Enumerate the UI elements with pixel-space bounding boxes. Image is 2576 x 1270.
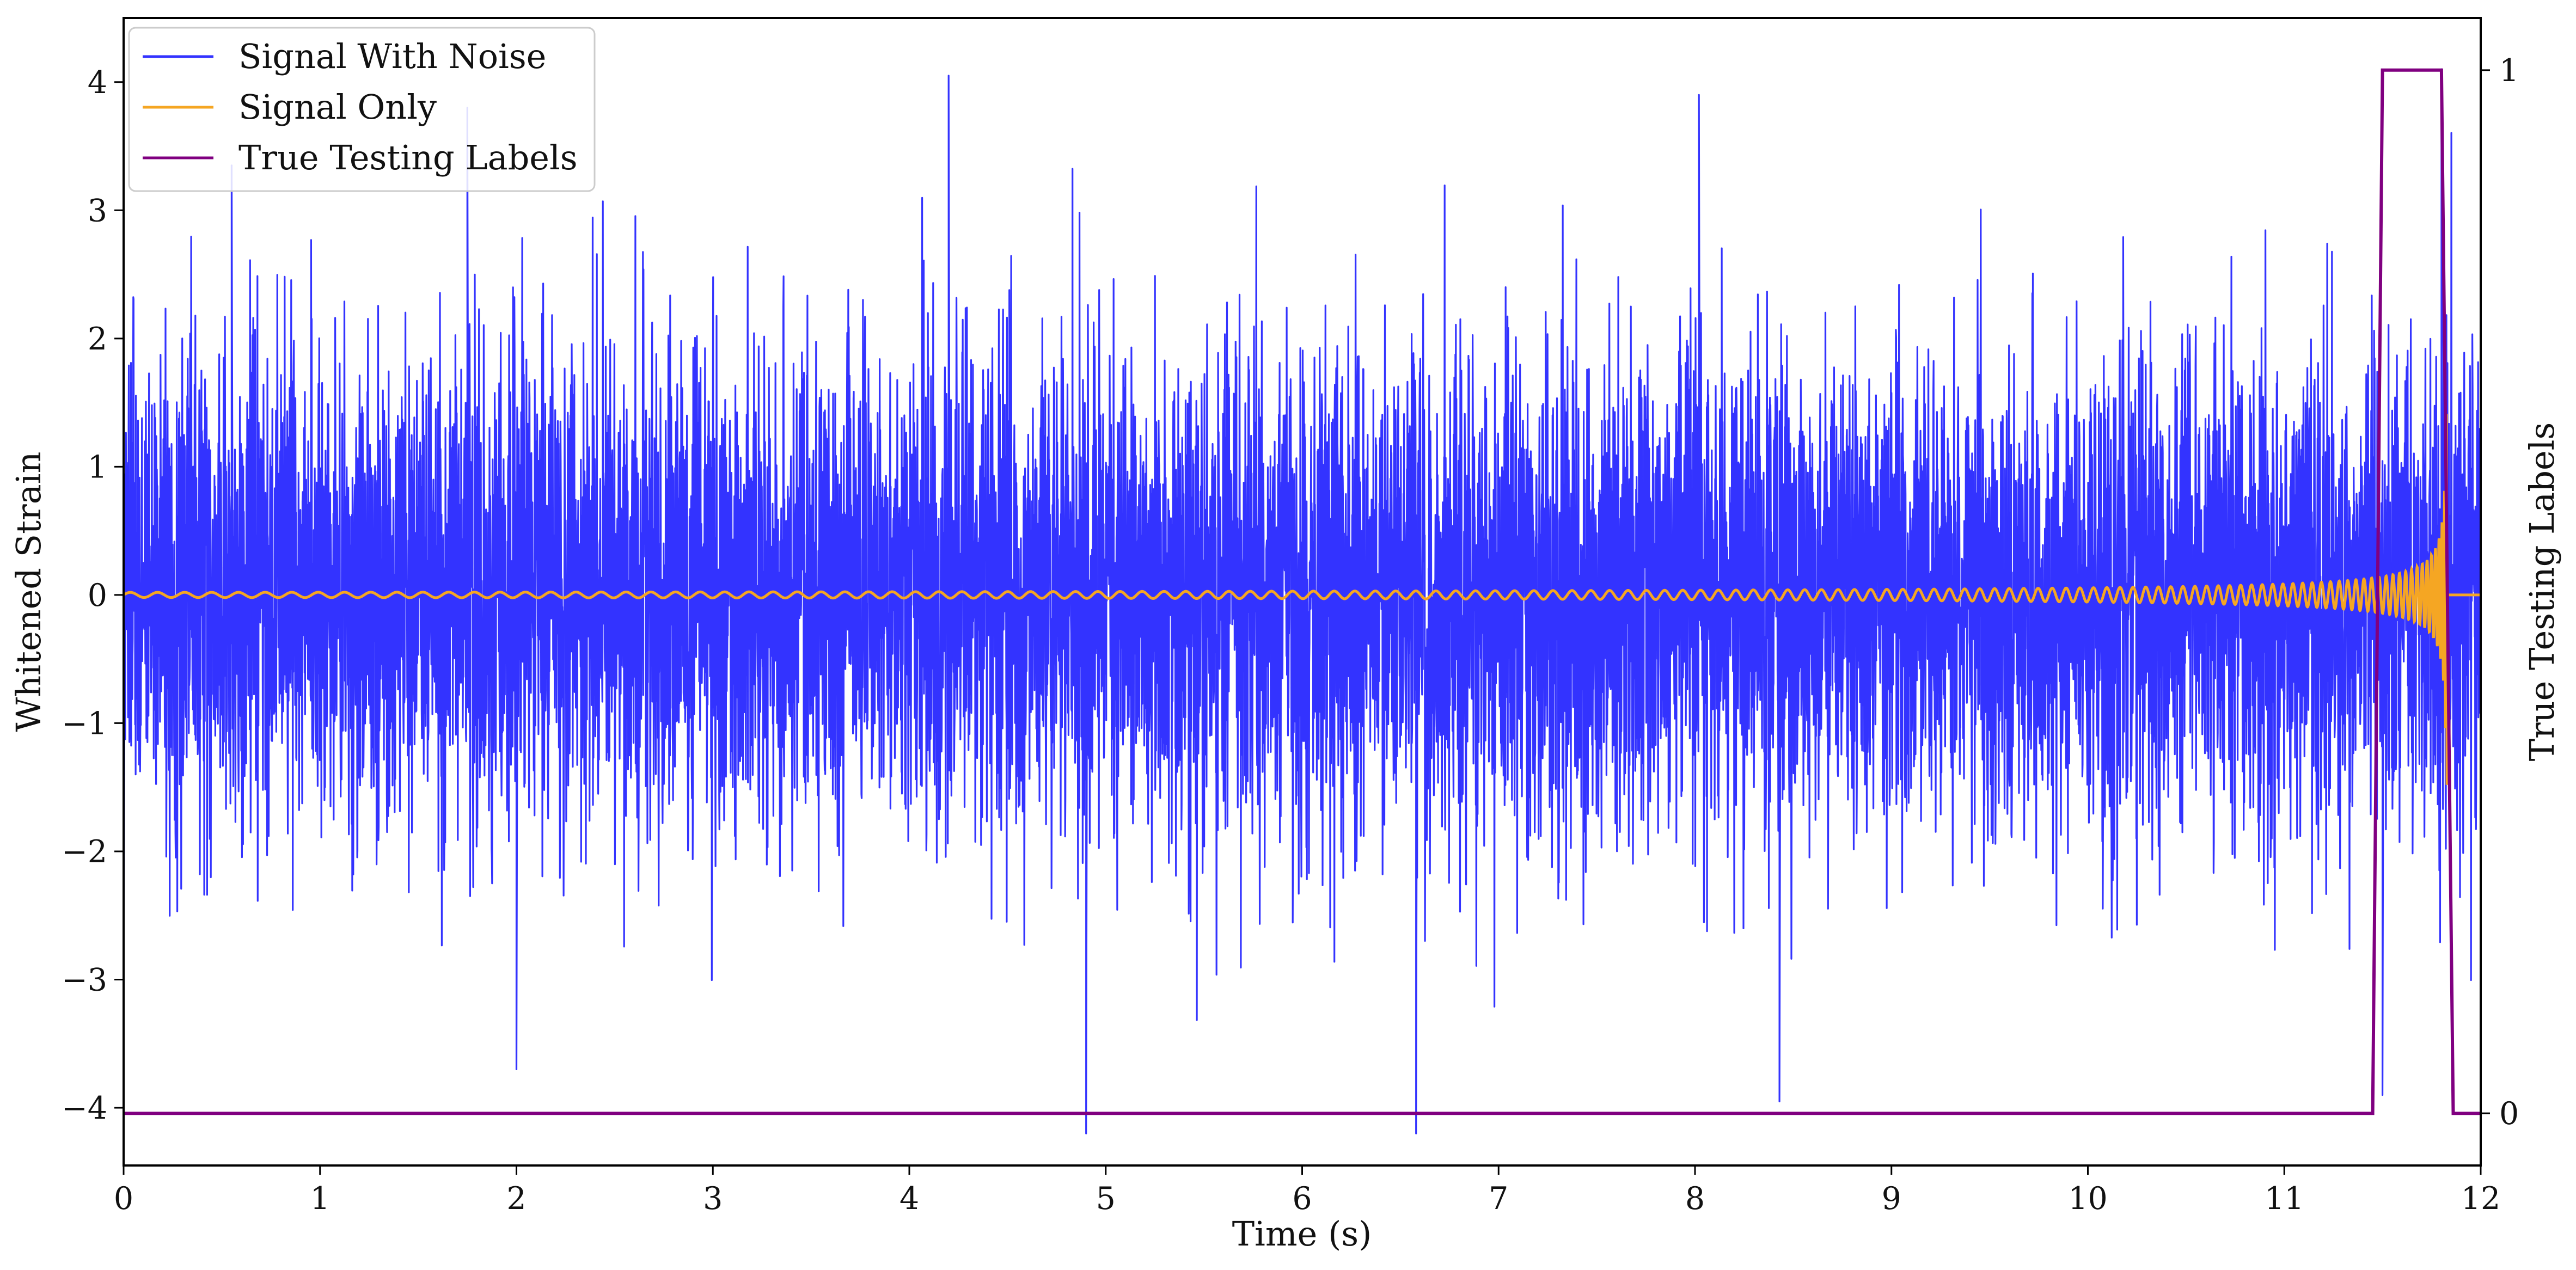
x-tick-label: 1 (310, 1181, 330, 1217)
legend-label-true-testing-labels: True Testing Labels (238, 138, 578, 177)
series-true-testing-labels-line (124, 68, 2481, 1115)
legend: Signal With Noise Signal Only True Testi… (128, 27, 596, 192)
series-signal-only-line (124, 414, 2481, 785)
x-tick-label: 5 (1096, 1181, 1116, 1217)
x-tick-label: 2 (506, 1181, 526, 1217)
x-axis-label: Time (s) (1232, 1214, 1372, 1254)
x-tick-label: 10 (2068, 1181, 2108, 1217)
y-axis-ticks: −4 −3 −2 −1 0 1 2 3 4 (62, 65, 124, 1126)
y-tick-label: −2 (62, 834, 107, 870)
y2-tick-label: 1 (2499, 53, 2519, 89)
x-tick-label: 12 (2461, 1181, 2501, 1217)
legend-label-signal-with-noise: Signal With Noise (238, 36, 546, 76)
x-tick-label: 8 (1685, 1181, 1705, 1217)
plot-area (124, 68, 2481, 1134)
x-tick-label: 0 (114, 1181, 133, 1217)
y2-tick-label: 0 (2499, 1096, 2519, 1132)
legend-label-signal-only: Signal Only (238, 87, 437, 127)
y2-axis-ticks: 01 (2481, 53, 2519, 1132)
y-tick-label: 3 (88, 193, 107, 229)
y-tick-label: 0 (88, 578, 107, 613)
legend-box (128, 27, 596, 192)
x-tick-label: 11 (2265, 1181, 2304, 1217)
x-tick-label: 3 (703, 1181, 723, 1217)
y-axis-label: Whitened Strain (9, 452, 48, 732)
x-tick-label: 6 (1292, 1181, 1312, 1217)
y-tick-label: −4 (62, 1090, 107, 1126)
y2-axis-label: True Testing Labels (2522, 422, 2562, 762)
y-tick-label: 1 (88, 449, 107, 485)
x-axis-ticks: 0 1 2 3 4 5 6 7 8 9 10 11 12 (114, 1165, 2500, 1217)
y-tick-label: −3 (62, 962, 107, 998)
x-tick-label: 4 (900, 1181, 919, 1217)
y-tick-label: 2 (88, 321, 107, 357)
x-tick-label: 7 (1489, 1181, 1508, 1217)
x-tick-label: 9 (1882, 1181, 1901, 1217)
y-tick-label: 4 (88, 65, 107, 101)
y-tick-label: −1 (62, 705, 107, 741)
